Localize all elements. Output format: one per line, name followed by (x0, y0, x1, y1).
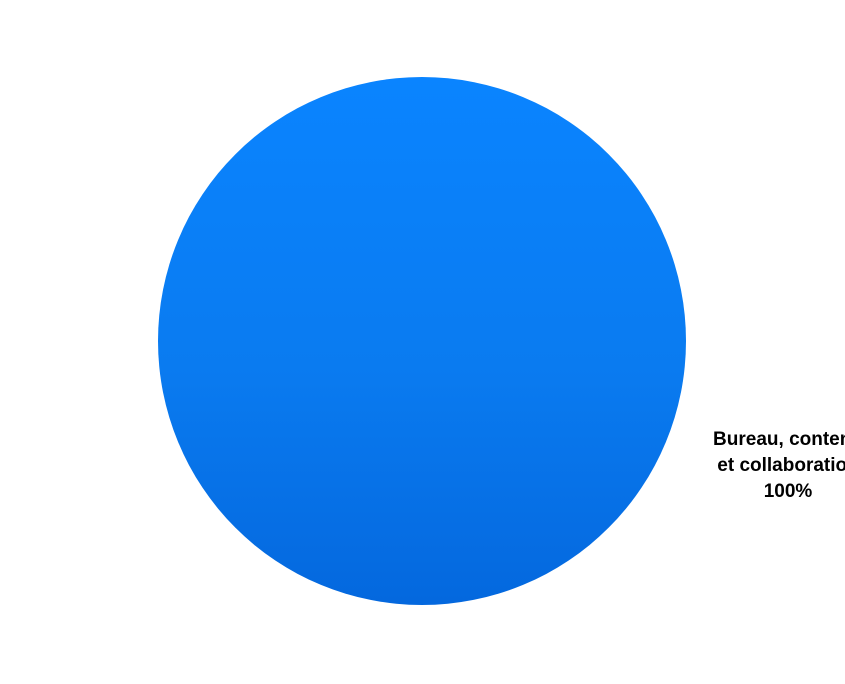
pie-slice (158, 77, 686, 605)
slice-value-label: 100% (764, 481, 813, 502)
slice-label-line: et collaboration (717, 455, 845, 476)
pie-slices (158, 77, 686, 605)
pie-labels: Bureau, contenu et collaboration 100% (713, 429, 845, 502)
slice-label-line: Bureau, contenu (713, 429, 845, 450)
